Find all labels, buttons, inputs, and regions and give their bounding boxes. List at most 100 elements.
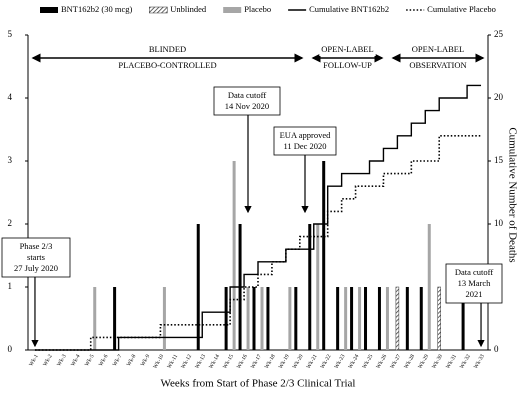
x-tick-label: Wk-23 [334,353,347,369]
y2-tick-label: 10 [494,218,504,228]
y2-tick-label: 0 [494,344,499,354]
bar [288,287,292,350]
legend-label: Cumulative BNT162b2 [309,4,389,14]
x-tick-label: Wk-6 [98,353,110,367]
phase-label-bg [116,60,219,72]
bar [196,224,200,350]
annotation-box [445,263,503,304]
bar [336,287,340,350]
bar [427,224,431,350]
x-tick-label: Wk-7 [112,353,124,367]
annotation-box [213,86,281,116]
phase-label-bg [146,44,189,56]
phase-label: OBSERVATION [409,60,466,70]
bar [224,287,228,350]
x-tick-label: Wk-19 [278,353,291,369]
x-tick-label: Wk-20 [292,353,305,369]
cumulative-line [34,84,482,351]
x-tick-label: Wk-1 [28,353,40,367]
x-tick-label: Wk-21 [306,353,319,369]
bar [364,287,368,350]
x-tick-label: Wk-17 [250,353,263,369]
bar [308,224,312,350]
phase-label-bg [407,60,469,72]
bar [252,287,256,350]
x-tick-label: Wk-11 [166,353,179,369]
phase-label-bg [321,60,374,72]
phase-label: OPEN-LABEL [412,44,464,54]
y2-tick-label: 25 [494,29,504,39]
x-tick-label: Wk-14 [208,353,221,369]
bar [260,287,264,350]
annotation-text: Data cutoff [455,267,493,277]
bar [358,287,362,350]
annotation-text: Data cutoff [228,90,266,100]
legend-label: Placebo [244,4,271,14]
bar [437,286,441,351]
y-tick-label: 2 [8,218,13,228]
y2-axis-label: Cumulative Number of Deaths [506,127,518,262]
phase-label-bg [409,44,467,56]
annotation-text: 14 Nov 2020 [225,101,269,111]
x-tick-label: Wk-28 [403,353,416,369]
x-tick-label: Wk-16 [236,353,249,369]
bar [162,287,166,350]
x-tick-label: Wk-25 [362,353,375,369]
x-tick-label: Wk-22 [320,353,333,369]
x-tick-label: Wk-24 [348,353,361,369]
x-tick-label: Wk-8 [126,353,138,367]
annotation-text: Phase 2/3 [20,241,53,251]
legend-label: BNT162b2 (30 mcg) [61,4,132,14]
y2-tick-label: 15 [494,155,504,165]
x-tick-label: Wk-33 [473,353,486,369]
y-tick-label: 1 [8,281,13,291]
phase-label-bg [319,44,376,56]
legend-label: Cumulative Placebo [427,4,496,14]
x-tick-label: Wk-30 [431,353,444,369]
x-tick-label: Wk-10 [152,353,165,369]
x-tick-label: Wk-31 [445,353,458,369]
annotation-text: EUA approved [280,130,332,140]
bar [419,287,423,350]
annotation-box [1,237,71,278]
bar [266,287,270,350]
x-tick-label: Wk-26 [375,353,388,369]
bar [344,287,348,350]
annotation-text: 11 Dec 2020 [283,141,326,151]
x-tick-label: Wk-12 [180,353,193,369]
x-axis-label: Weeks from Start of Phase 2/3 Clinical T… [161,378,356,390]
x-tick-label: Wk-32 [459,353,472,369]
bar [232,161,236,350]
phase-label: FOLLOW-UP [323,60,372,70]
bar [350,287,354,350]
bar [395,286,400,351]
bar [316,224,320,350]
y-tick-label: 5 [8,29,13,39]
legend-swatch [223,7,242,13]
bar [246,287,250,350]
phase-label: BLINDED [149,44,186,54]
legend-swatch [149,6,168,14]
cumulative-line [34,135,482,351]
bar [405,287,409,350]
bar [113,287,117,350]
legend-swatch [40,7,58,13]
x-tick-label: Wk-18 [264,353,277,369]
y-tick-label: 0 [8,344,13,354]
bar [461,287,465,350]
annotation-text: 27 July 2020 [14,263,58,273]
x-tick-label: Wk-9 [140,353,152,367]
bar [377,287,381,350]
x-tick-label: Wk-2 [42,353,54,367]
x-tick-label: Wk-15 [222,353,235,369]
bar [294,287,298,350]
y-tick-label: 3 [8,155,13,165]
x-tick-label: Wk-5 [84,353,96,367]
y-tick-label: 4 [8,92,13,102]
x-tick-label: Wk-4 [70,353,82,367]
y2-tick-label: 20 [494,92,504,102]
phase-label: PLACEBO-CONTROLLED [118,60,216,70]
x-tick-label: Wk-27 [389,353,402,369]
x-tick-label: Wk-29 [417,353,430,369]
